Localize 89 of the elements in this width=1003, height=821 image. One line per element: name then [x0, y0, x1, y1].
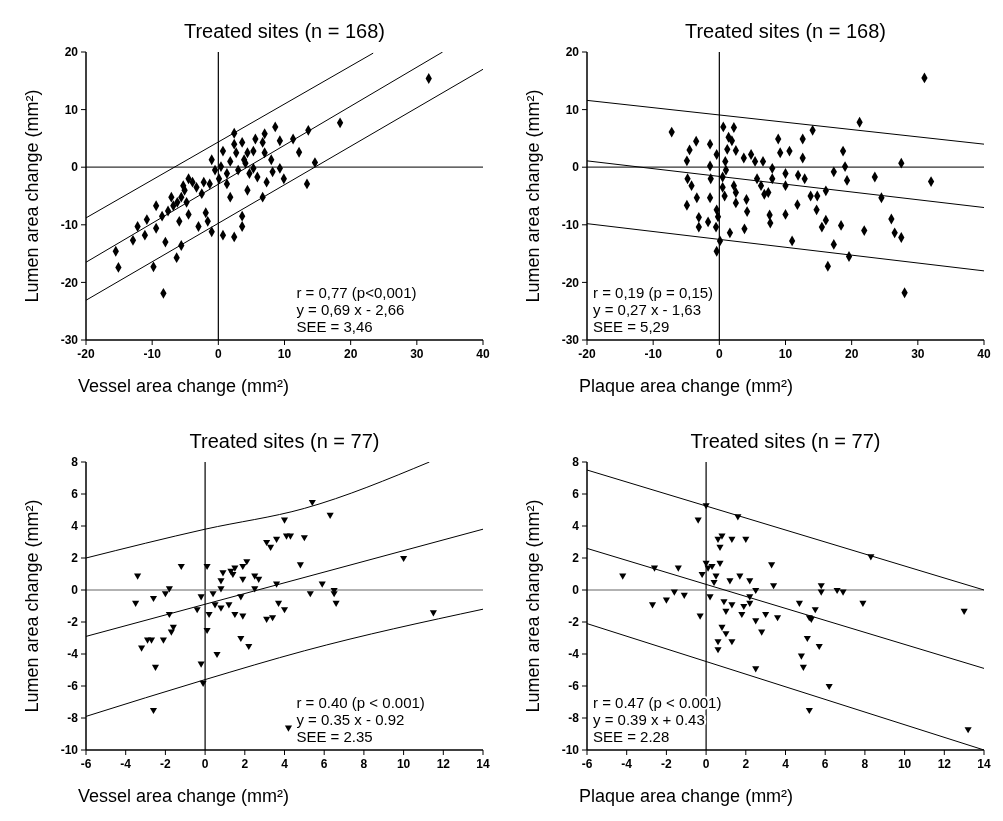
x-axis-title: Vessel area change (mm²) — [78, 376, 290, 396]
y-tick-label: -10 — [561, 218, 580, 232]
x-tick-label: 14 — [977, 757, 991, 771]
x-tick-label: 40 — [977, 347, 991, 361]
y-tick-label: -2 — [568, 615, 580, 630]
annotation: r = 0,19 (p = 0,15) — [593, 284, 714, 301]
annotation: r = 0,77 (p<0,001) — [296, 284, 417, 301]
x-tick-label: 30 — [410, 347, 424, 361]
chart-title: Treated sites (n = 77) — [189, 430, 380, 452]
x-tick-label: 20 — [844, 347, 859, 361]
x-tick-label: 40 — [476, 347, 490, 361]
x-tick-label: 2 — [241, 757, 249, 771]
y-tick-label: 0 — [71, 583, 79, 598]
x-tick-label: 10 — [396, 757, 411, 771]
y-axis-title: Lumen area change (mm²) — [523, 499, 543, 713]
y-axis-title: Lumen area change (mm²) — [22, 89, 42, 303]
y-tick-label: -10 — [561, 743, 580, 758]
y-tick-label: 0 — [572, 583, 580, 598]
x-tick-label: 4 — [782, 757, 790, 771]
chart-title: Treated sites (n = 168) — [183, 20, 386, 42]
x-tick-label: 6 — [320, 757, 328, 771]
y-tick-label: -6 — [67, 679, 79, 694]
x-axis-title: Vessel area change (mm²) — [78, 786, 290, 806]
y-tick-label: 10 — [64, 102, 79, 117]
annotation: y = 0.39 x + 0.43 — [593, 711, 705, 728]
x-tick-label: 8 — [861, 757, 869, 771]
x-tick-label: 0 — [715, 347, 723, 361]
x-tick-label: 20 — [343, 347, 358, 361]
y-tick-label: 8 — [572, 455, 580, 470]
y-tick-label: -30 — [60, 333, 79, 348]
x-tick-label: -6 — [80, 757, 92, 771]
y-axis-title: Lumen area change (mm²) — [523, 89, 543, 303]
x-tick-label: -10 — [644, 347, 663, 361]
y-tick-label: 0 — [572, 160, 580, 175]
y-tick-label: 6 — [572, 487, 580, 502]
y-tick-label: -8 — [568, 711, 580, 726]
y-tick-label: -4 — [568, 647, 580, 662]
y-tick-label: 6 — [71, 487, 79, 502]
y-tick-label: 20 — [64, 45, 79, 60]
y-tick-label: -20 — [60, 275, 79, 290]
y-tick-label: 0 — [71, 160, 79, 175]
x-axis-title: Plaque area change (mm²) — [579, 376, 794, 396]
x-tick-label: 14 — [476, 757, 490, 771]
x-tick-label: -10 — [143, 347, 162, 361]
x-tick-label: 2 — [742, 757, 750, 771]
y-tick-label: 2 — [572, 551, 580, 566]
y-tick-label: -4 — [67, 647, 79, 662]
x-tick-label: -6 — [581, 757, 593, 771]
y-tick-label: -2 — [67, 615, 79, 630]
x-tick-label: 0 — [702, 757, 710, 771]
y-tick-label: 4 — [572, 519, 580, 534]
x-tick-label: -2 — [661, 757, 673, 771]
x-tick-label: -4 — [621, 757, 633, 771]
x-tick-label: 0 — [214, 347, 222, 361]
y-tick-label: 2 — [71, 551, 79, 566]
annotation: y = 0,27 x - 1,63 — [593, 301, 701, 318]
x-axis-title: Plaque area change (mm²) — [579, 786, 794, 806]
x-tick-label: -4 — [120, 757, 132, 771]
x-tick-label: 10 — [897, 757, 912, 771]
x-tick-label: 10 — [778, 347, 793, 361]
x-tick-label: 12 — [436, 757, 451, 771]
y-tick-label: -30 — [561, 333, 580, 348]
annotation: y = 0.35 x - 0.92 — [296, 711, 405, 728]
y-tick-label: 20 — [565, 45, 580, 60]
annotation: SEE = 2.35 — [296, 728, 373, 745]
y-axis-title: Lumen area change (mm²) — [22, 499, 42, 713]
y-tick-label: 8 — [71, 455, 79, 470]
y-tick-label: -6 — [568, 679, 580, 694]
x-tick-label: 12 — [937, 757, 952, 771]
x-tick-label: 8 — [360, 757, 368, 771]
annotation: SEE = 5,29 — [593, 318, 670, 335]
annotation: y = 0,69 x - 2,66 — [296, 301, 405, 318]
y-tick-label: -8 — [67, 711, 79, 726]
chart-title: Treated sites (n = 168) — [684, 20, 887, 42]
chart-title: Treated sites (n = 77) — [690, 430, 881, 452]
x-tick-label: -2 — [160, 757, 172, 771]
y-tick-label: -10 — [60, 743, 79, 758]
x-tick-label: 30 — [911, 347, 925, 361]
x-tick-label: 4 — [281, 757, 289, 771]
annotation: SEE = 3,46 — [296, 318, 373, 335]
annotation: r = 0.40 (p < 0.001) — [296, 694, 425, 711]
y-tick-label: 10 — [565, 102, 580, 117]
x-tick-label: 6 — [821, 757, 829, 771]
annotation: SEE = 2.28 — [593, 728, 670, 745]
x-tick-label: 0 — [201, 757, 209, 771]
y-tick-label: 4 — [71, 519, 79, 534]
y-tick-label: -10 — [60, 218, 79, 232]
y-tick-label: -20 — [561, 275, 580, 290]
x-tick-label: 10 — [277, 347, 292, 361]
